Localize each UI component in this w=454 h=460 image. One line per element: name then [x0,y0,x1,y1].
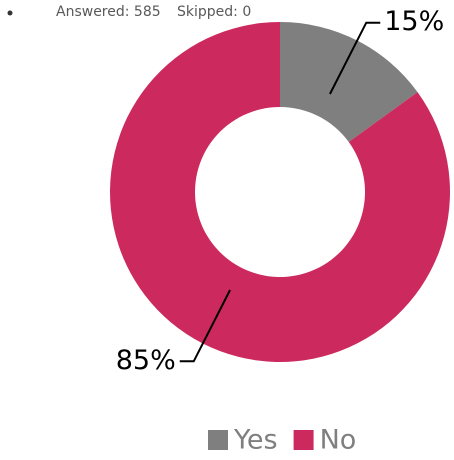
legend-swatch [293,430,314,450]
leader-line [179,289,231,363]
donut-segment [280,22,418,143]
donut-segment [109,22,450,362]
leader-line [329,21,381,95]
skipped-count: Skipped: 0 [177,4,251,20]
legend-label: No [320,425,357,456]
data-label: 15% [384,6,444,37]
legend-swatch [208,430,228,450]
bullet [7,10,13,16]
data-label: 85% [116,345,176,376]
legend-label: Yes [233,425,278,456]
answered-count: Answered: 585 [56,4,161,20]
